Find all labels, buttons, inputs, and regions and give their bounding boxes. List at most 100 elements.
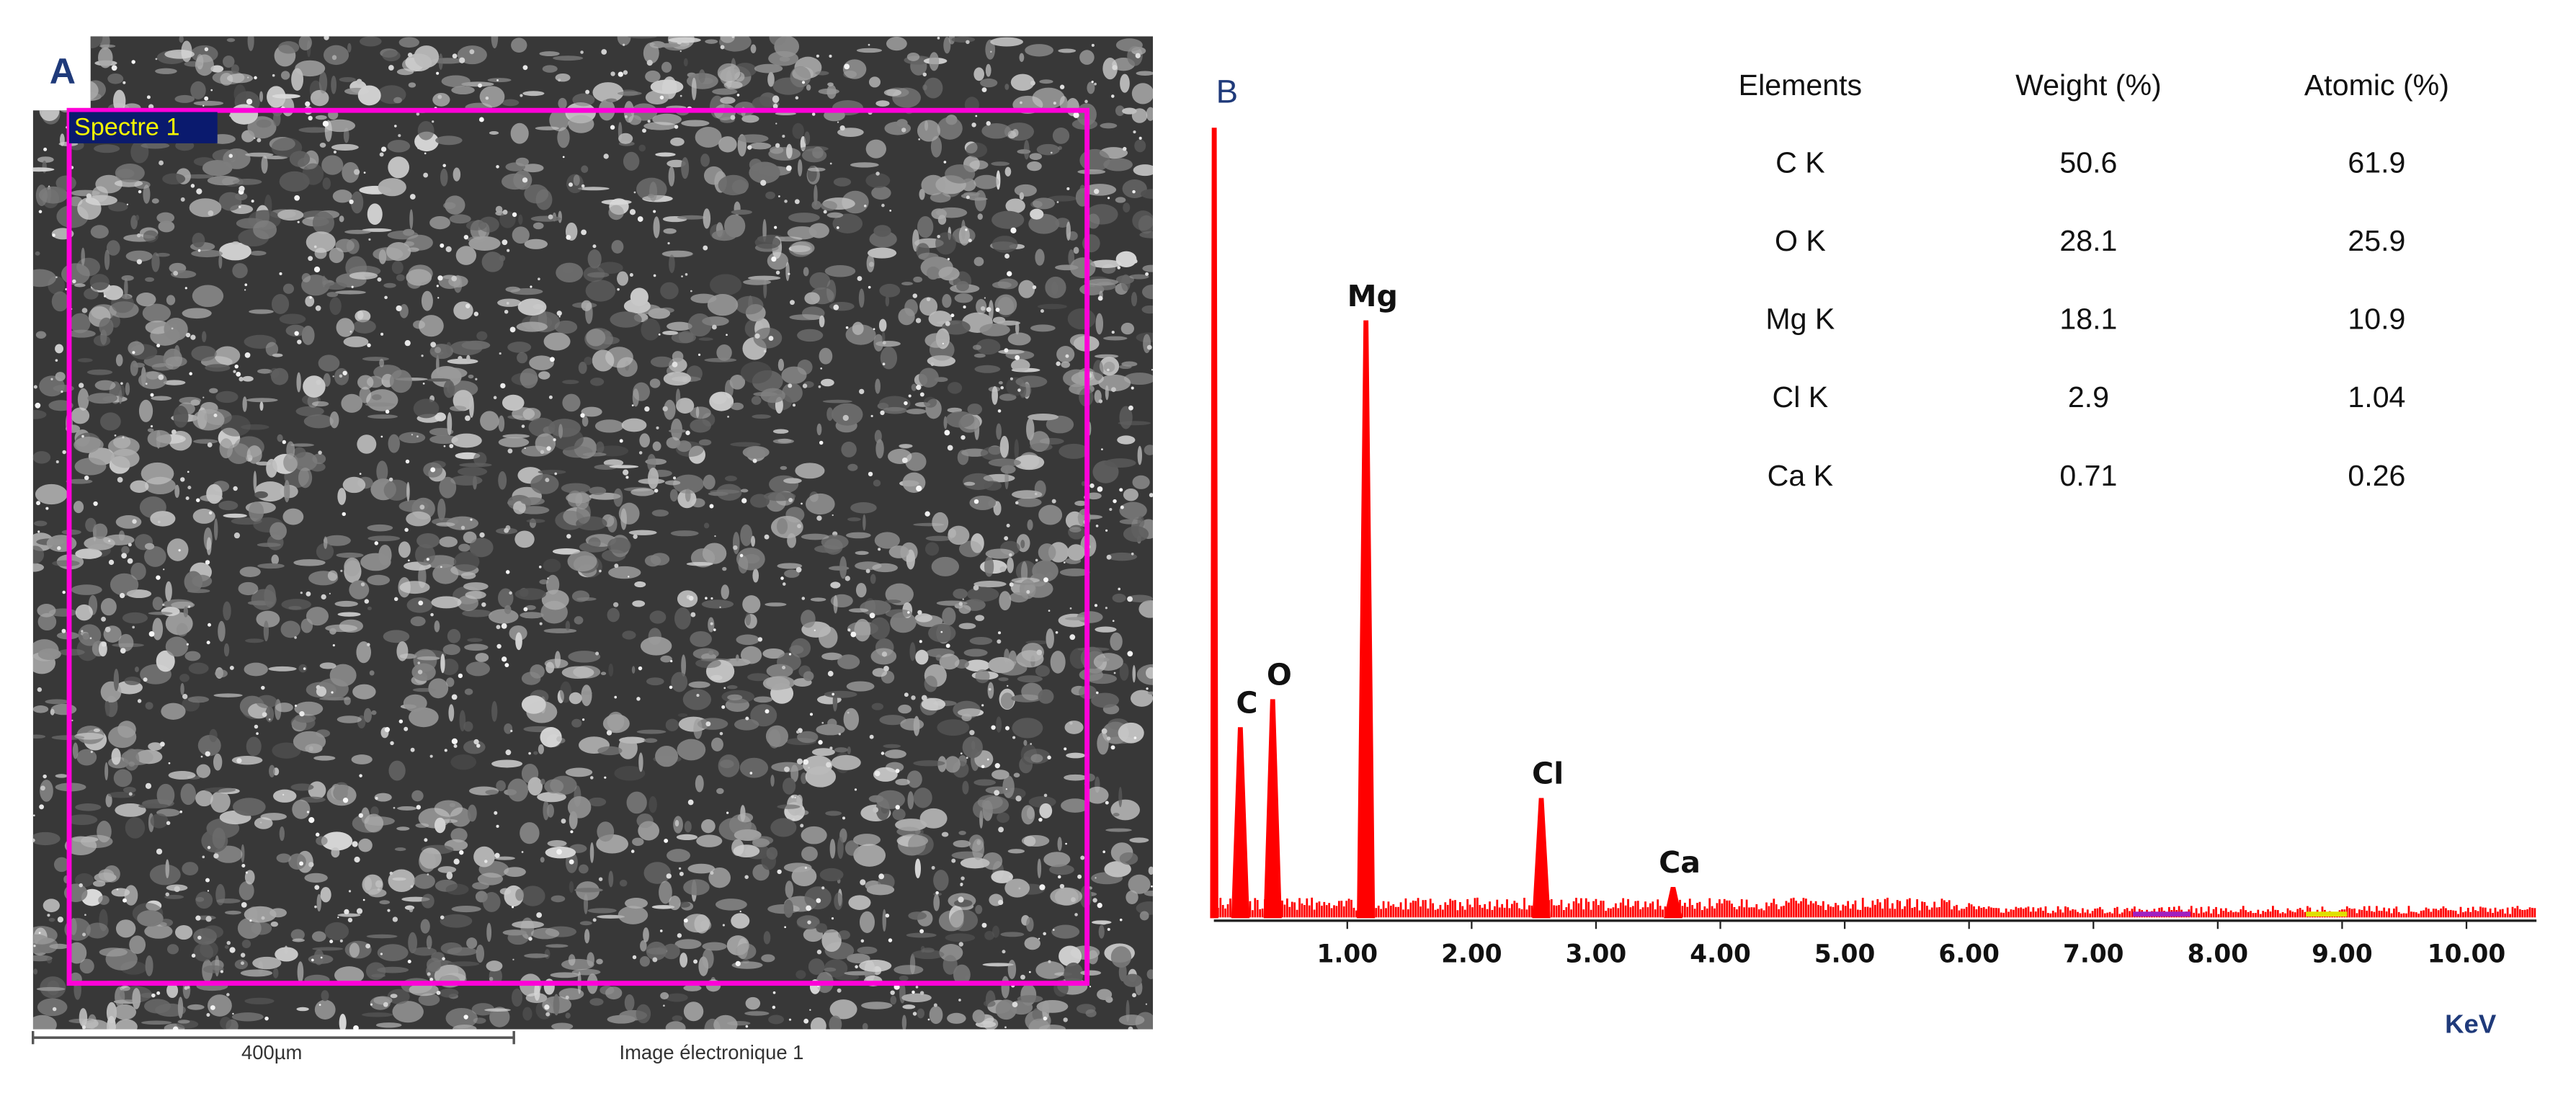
sem-speck [958,942,963,947]
sem-particle [607,607,620,623]
sem-speck [329,592,331,594]
sem-particle [440,654,445,674]
sem-particle [967,403,983,416]
sem-particle [953,840,971,848]
sem-particle [816,923,827,933]
sem-particle [383,630,410,643]
sem-speck [185,332,191,338]
sem-particle [429,434,458,445]
sem-particle [272,742,301,759]
sem-particle [818,88,839,95]
sem-particle [427,378,451,382]
sem-speck [436,990,441,995]
sem-particle [1030,442,1053,451]
sem-particle [998,380,1003,385]
sem-speck [1012,1002,1018,1008]
sem-speck [299,711,305,717]
sem-speck [682,377,688,383]
sem-particle [434,817,446,834]
sem-particle [520,917,535,940]
sem-speck [1132,189,1136,194]
sem-particle [32,451,51,464]
sem-speck [342,370,347,375]
sem-particle [588,537,601,548]
sem-particle [78,624,102,646]
sem-particle [708,867,731,888]
sem-particle [366,389,398,411]
sem-particle [271,138,303,158]
sem-speck [915,986,919,989]
sem-speck [865,568,870,574]
sem-particle [843,708,860,731]
sem-particle [945,933,976,942]
sem-speck [422,383,425,385]
sem-speck [84,914,86,917]
peak-label: Cl [1532,757,1564,791]
sem-speck [451,738,458,744]
sem-particle [790,241,815,255]
sem-particle [257,563,285,569]
sem-speck [1017,388,1021,392]
sem-particle [674,939,702,950]
sem-particle [403,694,427,712]
sem-speck [418,600,424,606]
sem-particle [151,363,174,371]
sem-speck [1102,850,1106,854]
sem-particle [302,163,324,185]
sem-particle [667,849,690,862]
sem-particle [584,929,590,944]
sem-particle [77,388,89,411]
sem-speck [837,121,839,123]
sem-speck [636,697,641,701]
sem-particle [437,866,457,873]
sem-speck [747,145,752,150]
sem-particle [1001,976,1010,999]
sem-speck [1051,499,1056,504]
sem-particle [1063,369,1090,388]
sem-particle [1140,189,1154,199]
sem-speck [340,569,343,572]
sem-speck [816,950,822,955]
sem-particle [357,311,364,320]
sem-particle [990,37,1023,47]
sem-particle [502,929,527,936]
sem-particle [272,789,297,803]
sem-speck [362,898,365,901]
sem-particle [55,344,64,354]
sem-particle [1123,526,1149,543]
sem-particle [496,780,506,792]
sem-speck [739,910,741,913]
sem-speck [566,534,571,539]
sem-speck [93,501,98,507]
sem-particle [1092,360,1104,381]
sem-particle [378,249,387,264]
sem-speck [43,774,47,779]
sem-particle [225,910,241,915]
sem-particle [821,378,834,387]
sem-speck [797,524,802,529]
sem-speck [975,115,978,117]
sem-particle [457,595,479,612]
sem-speck [305,101,311,107]
x-tick-label: 2.00 [1441,940,1502,968]
sem-speck [1092,898,1097,903]
sem-particle [436,522,455,527]
sem-speck [1043,1016,1048,1021]
sem-particle [695,127,722,148]
sem-particle [216,898,241,904]
sem-speck [890,990,895,995]
sem-particle [907,791,914,810]
sem-particle [100,598,117,616]
sem-speck [282,793,285,796]
sem-speck [208,511,213,515]
sem-particle [308,954,334,964]
sem-speck [618,71,623,77]
sem-particle [801,826,827,844]
sem-speck [393,125,397,128]
sem-particle [449,214,471,224]
sem-speck [994,763,1000,769]
sem-particle [883,744,901,749]
sem-speck [162,603,165,606]
sem-particle [1097,732,1109,755]
sem-particle [94,144,120,153]
